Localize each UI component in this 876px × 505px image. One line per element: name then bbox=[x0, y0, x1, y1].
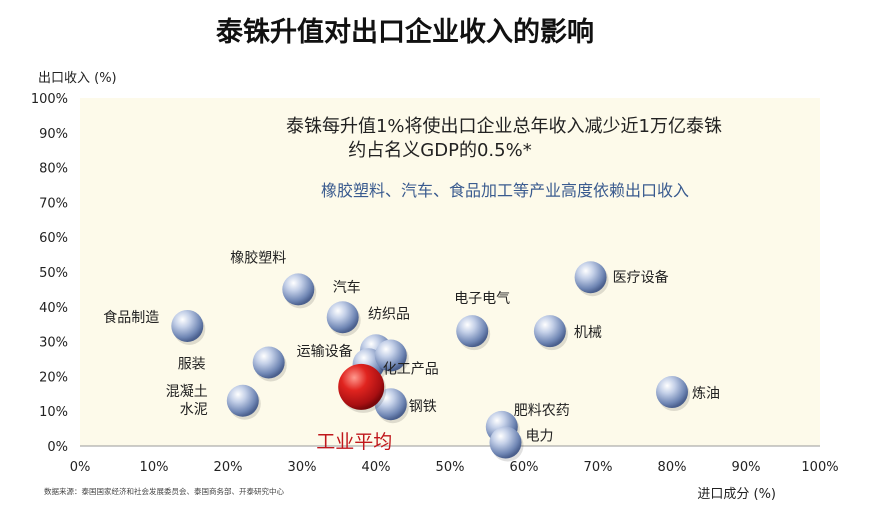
x-tick-label: 80% bbox=[658, 460, 687, 475]
industry-average-label: 工业平均 bbox=[316, 431, 392, 453]
x-tick-label: 0% bbox=[70, 460, 91, 475]
y-tick-label: 20% bbox=[39, 370, 68, 385]
x-tick-labels: 0% 10% 20% 30% 40% 50% 60% 70% 80% 90% 100% bbox=[70, 460, 839, 475]
plot-area bbox=[80, 98, 820, 446]
x-tick-label: 70% bbox=[584, 460, 613, 475]
point-label: 纺织品 bbox=[368, 306, 410, 322]
y-tick-label: 90% bbox=[39, 127, 68, 142]
x-tick-label: 90% bbox=[732, 460, 761, 475]
point-label: 化工产品 bbox=[383, 362, 439, 378]
point-label: 电子电气 bbox=[454, 291, 510, 307]
point-label: 炼油 bbox=[692, 386, 720, 402]
x-tick-label: 100% bbox=[801, 460, 838, 475]
y-tick-label: 80% bbox=[39, 162, 68, 177]
data-point bbox=[574, 261, 607, 294]
data-point bbox=[171, 309, 204, 342]
point-label: 电力 bbox=[526, 429, 554, 445]
y-axis-label: 出口收入 (%) bbox=[38, 71, 117, 86]
point-label: 机械 bbox=[574, 325, 602, 341]
point-label: 混凝土 bbox=[166, 384, 208, 400]
data-point bbox=[374, 339, 407, 372]
y-tick-label: 10% bbox=[39, 405, 68, 420]
chart-title: 泰铢升值对出口企业收入的影响 bbox=[216, 16, 594, 48]
data-point bbox=[282, 273, 315, 306]
annotation-line-1: 泰铢每升值1%将使出口企业总年收入减少近1万亿泰铢 bbox=[286, 116, 722, 137]
point-label: 医疗设备 bbox=[613, 269, 669, 286]
point-label: 食品制造 bbox=[103, 309, 159, 326]
y-tick-label: 0% bbox=[47, 440, 68, 455]
industry-average-point bbox=[338, 363, 385, 410]
annotation-line-3: 橡胶塑料、汽车、食品加工等产业高度依赖出口收入 bbox=[321, 181, 689, 200]
y-tick-label: 50% bbox=[39, 266, 68, 281]
point-label: 橡胶塑料 bbox=[230, 249, 286, 266]
x-axis-label: 进口成分 (%) bbox=[697, 487, 776, 502]
x-tick-label: 20% bbox=[214, 460, 243, 475]
annotation-line-2: 约占名义GDP的0.5%* bbox=[348, 140, 531, 161]
data-point bbox=[326, 301, 359, 334]
data-points bbox=[171, 261, 690, 462]
point-label: 运输设备 bbox=[297, 343, 353, 360]
y-tick-label: 30% bbox=[39, 336, 68, 351]
y-tick-label: 100% bbox=[31, 92, 68, 107]
x-tick-label: 60% bbox=[510, 460, 539, 475]
x-tick-label: 10% bbox=[140, 460, 169, 475]
data-point bbox=[489, 426, 522, 459]
x-tick-label: 40% bbox=[362, 460, 391, 475]
point-label: 肥料农药 bbox=[514, 403, 570, 419]
x-tick-label: 50% bbox=[436, 460, 465, 475]
data-point bbox=[456, 315, 489, 348]
data-point bbox=[656, 376, 688, 409]
point-label: 服装 bbox=[178, 356, 206, 372]
y-tick-label: 40% bbox=[39, 301, 68, 316]
y-tick-label: 60% bbox=[39, 231, 68, 246]
point-label: 水泥 bbox=[180, 402, 208, 418]
data-point bbox=[226, 384, 259, 417]
data-point bbox=[374, 388, 407, 421]
y-tick-label: 70% bbox=[39, 196, 68, 211]
point-label: 汽车 bbox=[333, 279, 361, 296]
x-tick-label: 30% bbox=[288, 460, 317, 475]
data-point bbox=[252, 346, 285, 379]
source-note: 数据来源：泰国国家经济和社会发展委员会、泰国商务部、开泰研究中心 bbox=[44, 486, 284, 496]
y-tick-labels: 0% 10% 20% 30% 40% 50% 60% 70% 80% 90% 100% bbox=[31, 92, 68, 455]
point-label: 钢铁 bbox=[409, 399, 437, 415]
data-point bbox=[533, 315, 566, 348]
